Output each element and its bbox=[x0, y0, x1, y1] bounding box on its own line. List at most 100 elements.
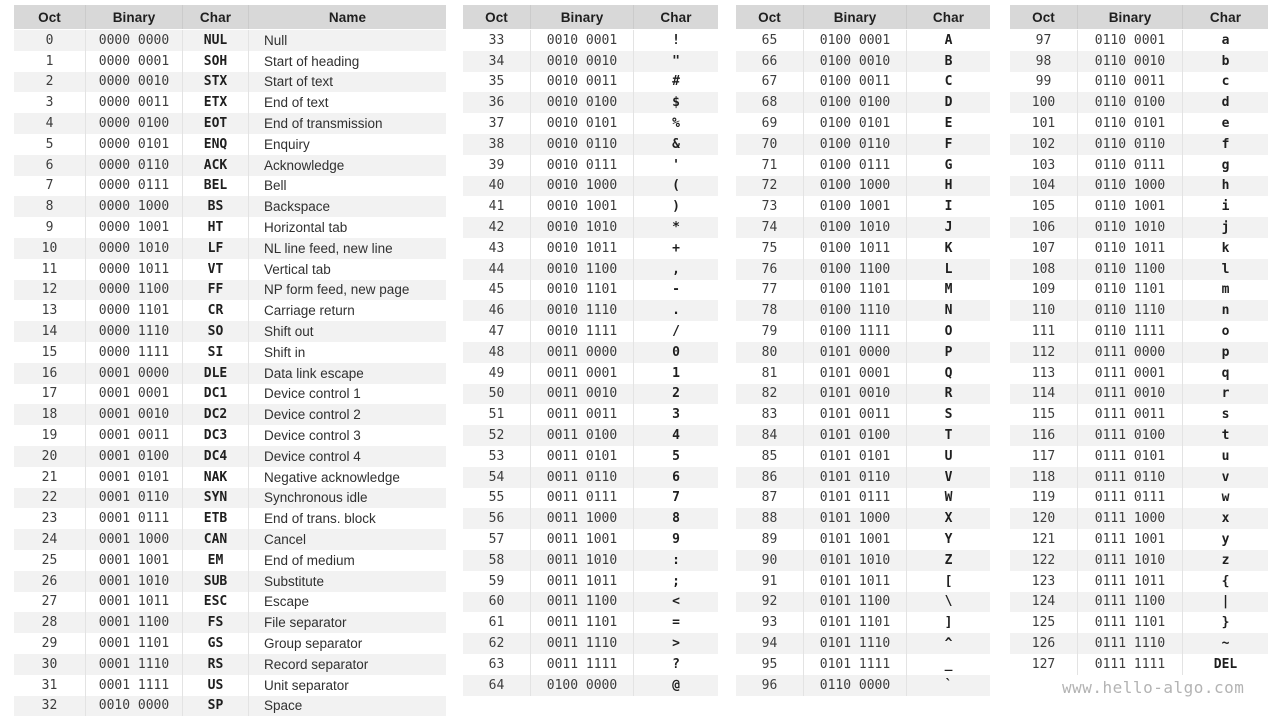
char-cell: H bbox=[906, 175, 990, 197]
table-row: 66 0100 0010 B bbox=[736, 50, 990, 72]
binary-cell: 0001 0101 bbox=[85, 466, 182, 488]
char-cell: N bbox=[906, 300, 990, 322]
oct-cell: 124 bbox=[1031, 594, 1056, 610]
name-cell: Start of text bbox=[248, 71, 446, 93]
table-row: 53 0011 0101 5 bbox=[463, 445, 718, 467]
char-cell: 4 bbox=[633, 425, 718, 446]
char-cell: - bbox=[633, 279, 718, 301]
table-row: 78 0100 1110 N bbox=[736, 300, 990, 322]
table-row: 16 0001 0000 DLE Data link escape bbox=[14, 362, 446, 384]
table-row: 37 0010 0101% bbox=[463, 113, 718, 134]
oct-cell: 125 bbox=[1031, 615, 1056, 631]
oct-cell: 59 bbox=[488, 573, 505, 589]
char-cell: 5 bbox=[633, 445, 718, 467]
char-cell: . bbox=[633, 300, 718, 322]
binary-cell: 0001 0111 bbox=[85, 508, 182, 530]
oct-cell: 43 bbox=[488, 240, 505, 256]
oct-cell: 72 bbox=[761, 178, 778, 194]
table-row: 126 0111 1110 ~ bbox=[1010, 633, 1268, 654]
char-cell: DEL bbox=[1182, 653, 1268, 675]
table-row: 94 0101 1110 ^ bbox=[736, 633, 990, 654]
char-cell: G bbox=[906, 154, 990, 176]
char-cell: ) bbox=[633, 196, 718, 218]
oct-cell: 67 bbox=[761, 74, 778, 90]
char-cell: FF bbox=[182, 279, 248, 301]
binary-cell: 0010 1110 bbox=[530, 300, 633, 322]
char-cell: GS bbox=[182, 633, 248, 654]
char-cell: SYN bbox=[182, 487, 248, 509]
col-header-binary: Binary bbox=[530, 5, 633, 29]
header-row: Oct Binary Char bbox=[463, 5, 718, 29]
table-row: 77 0100 1101 M bbox=[736, 279, 990, 301]
oct-cell: 113 bbox=[1031, 365, 1056, 381]
binary-cell: 0100 0010 bbox=[803, 50, 906, 72]
oct-cell: 118 bbox=[1031, 469, 1056, 485]
col-header-oct: Oct bbox=[1032, 9, 1055, 25]
binary-cell: 0111 0001 bbox=[1077, 362, 1182, 384]
oct-cell: 55 bbox=[488, 490, 505, 506]
table-row: 33 0010 0001! bbox=[463, 30, 718, 51]
oct-cell: 53 bbox=[488, 448, 505, 464]
char-cell: u bbox=[1182, 445, 1268, 467]
oct-cell: 123 bbox=[1031, 573, 1056, 589]
binary-cell: 0101 1010 bbox=[803, 549, 906, 571]
table-row: 115 0111 0011 s bbox=[1010, 404, 1268, 426]
name-cell: Device control 4 bbox=[248, 445, 446, 467]
binary-cell: 0011 1100 bbox=[530, 591, 633, 613]
binary-cell: 0111 1110 bbox=[1077, 633, 1182, 654]
binary-cell: 0001 1111 bbox=[85, 674, 182, 696]
char-cell: 0 bbox=[633, 341, 718, 363]
binary-cell: 0011 0101 bbox=[530, 445, 633, 467]
binary-cell: 0101 0010 bbox=[803, 383, 906, 405]
binary-cell: 0010 1011 bbox=[530, 237, 633, 259]
char-cell: c bbox=[1182, 71, 1268, 93]
table-row: 61 0011 1101 = bbox=[463, 612, 718, 634]
oct-cell: 77 bbox=[761, 282, 778, 298]
name-cell: NP form feed, new page bbox=[248, 279, 446, 301]
table-row: 44 0010 1100, bbox=[463, 258, 718, 280]
table-row: 2 0000 0010 STX Start of text bbox=[14, 71, 446, 93]
oct-cell: 88 bbox=[761, 511, 778, 527]
char-cell: Y bbox=[906, 529, 990, 550]
table-row: 13 0000 1101 CR Carriage return bbox=[14, 300, 446, 322]
table-row: 81 0101 0001 Q bbox=[736, 362, 990, 384]
binary-cell: 0011 1010 bbox=[530, 549, 633, 571]
table-row: 60 0011 1100 < bbox=[463, 591, 718, 613]
oct-cell: 104 bbox=[1031, 178, 1056, 194]
col-header-name: Name bbox=[248, 5, 446, 29]
oct-cell: 96 bbox=[761, 677, 778, 693]
char-cell: l bbox=[1182, 258, 1268, 280]
name-cell: Enquiry bbox=[248, 133, 446, 155]
name-cell: Unit separator bbox=[248, 674, 446, 696]
table-row: 23 0001 0111 ETB End of trans. block bbox=[14, 508, 446, 530]
col-header-binary: Binary bbox=[1077, 5, 1182, 29]
binary-cell: 0101 0111 bbox=[803, 487, 906, 509]
oct-cell: 16 bbox=[41, 365, 58, 381]
binary-cell: 0010 1010 bbox=[530, 217, 633, 238]
char-cell: k bbox=[1182, 237, 1268, 259]
table-row: 71 0100 0111 G bbox=[736, 154, 990, 176]
binary-cell: 0000 0000 bbox=[85, 30, 182, 51]
char-cell: o bbox=[1182, 321, 1268, 342]
table-row: 82 0101 0010 R bbox=[736, 383, 990, 405]
oct-cell: 79 bbox=[761, 324, 778, 340]
table-row: 52 0011 0100 4 bbox=[463, 425, 718, 446]
table-row: 7 0000 0111 BEL Bell bbox=[14, 175, 446, 197]
oct-cell: 19 bbox=[41, 428, 58, 444]
table-row: 83 0101 0011 S bbox=[736, 404, 990, 426]
name-cell: Device control 3 bbox=[248, 425, 446, 446]
table-row: 39 0010 0111 ' bbox=[463, 154, 718, 176]
binary-cell: 0011 0011 bbox=[530, 404, 633, 426]
table-row: 79 0100 1111 O bbox=[736, 321, 990, 342]
char-cell: X bbox=[906, 508, 990, 530]
oct-cell: 40 bbox=[488, 178, 505, 194]
char-cell: 8 bbox=[633, 508, 718, 530]
binary-cell: 0011 1110 bbox=[530, 633, 633, 654]
char-cell: p bbox=[1182, 341, 1268, 363]
binary-cell: 0011 1011 bbox=[530, 570, 633, 592]
char-cell: m bbox=[1182, 279, 1268, 301]
oct-cell: 51 bbox=[488, 407, 505, 423]
table-row: 58 0011 1010: bbox=[463, 549, 718, 571]
oct-cell: 122 bbox=[1031, 552, 1056, 568]
char-cell: Z bbox=[906, 549, 990, 571]
